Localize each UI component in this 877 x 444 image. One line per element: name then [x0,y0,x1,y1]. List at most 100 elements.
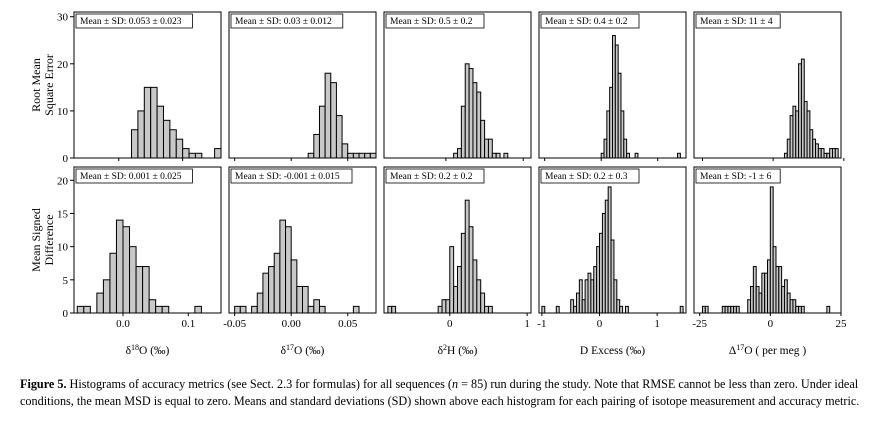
histogram-panel-msd-2: Mean ± SD: -0.001 ± 0.015 -0.05 0.00 0.05 δ1… [223,166,377,357]
histogram-bar [143,86,152,159]
mean-sd-annotation: Mean ± SD: 0.03 ± 0.012 [235,17,332,27]
mean-sd-annotation: Mean ± SD: 11 ± 4 [700,17,773,27]
histogram-panel-msd-1: Mean ± SD: 0.001 ± 0.025 0 5 10 15 20 0.0 0.1 δ1… [57,166,222,357]
histogram-bar [279,219,287,314]
y-tick-label: 20 [57,175,69,187]
histogram-bar [364,152,371,159]
mean-sd-annotation: Mean ± SD: 0.4 ± 0.2 [545,17,628,27]
histogram-bar [76,305,85,314]
histogram-figure: Root MeanSquare Error Mean SignedDifferen… [29,11,848,357]
histogram-panel-msd-3: Mean ± SD: 0.2 ± 0.2 0 1 δ2H (‰) [383,166,532,357]
panel-frame [693,11,842,159]
annotation-box [540,168,640,184]
histogram-bar [109,252,117,314]
annotation-box [695,13,781,29]
histogram-bar [182,148,190,159]
annotation-box [385,13,485,29]
histogram-bar [476,279,482,314]
histogram-bar [96,292,104,314]
histogram-panel-rmse-3: Mean ± SD: 0.5 ± 0.2 [383,11,532,161]
histogram-bar [234,305,241,314]
row-label-line: Difference [42,214,56,265]
histogram-panel-rmse-4: Mean ± SD: 0.4 ± 0.2 [538,11,687,161]
histogram-bar [335,115,343,159]
histogram-bar [484,305,489,314]
histogram-bar [472,259,478,314]
histogram-bar [495,152,501,159]
histogram-bar [624,305,629,314]
x-tick-label: 25 [836,318,848,330]
x-axis-label-main: δ [281,345,286,357]
histogram-bar [468,68,474,159]
histogram-bar [161,305,170,314]
panel-frame [538,11,687,159]
x-axis-label-rest: H (‰) [447,345,478,357]
x-axis-label: δ18O (‰) [126,343,170,357]
x-tick-label: 1 [654,318,660,330]
annotation-box [230,168,353,184]
y-tick-label: 0 [63,308,69,320]
histogram-bar [453,285,459,314]
y-tick-label: 10 [57,242,69,254]
histogram-bar [387,305,393,314]
histogram-bar [302,285,309,314]
histogram-bar [464,199,470,314]
annotation-box [695,168,781,184]
x-axis-label-sup: 17 [286,343,294,352]
histogram-bar [491,152,497,159]
histogram-bar [256,292,264,314]
histogram-bar [290,259,298,314]
histogram-bar [541,305,546,314]
histogram-bar [115,219,124,314]
x-axis-label-main: δ [438,345,443,357]
histogram-bar [453,152,459,159]
histogram-bar [273,252,281,314]
histogram-bar [296,285,304,314]
annotation-box [230,13,344,29]
panel-frame [73,166,222,314]
annotation-box [385,168,485,184]
histogram-bar [634,152,639,159]
caption-n-symbol: n [451,377,459,391]
histogram-bar [194,152,203,159]
histogram-bar [441,299,447,314]
x-tick-label: 0 [597,318,603,330]
histogram-bar [457,266,462,314]
histogram-bar [131,129,139,159]
histogram-bar [480,119,486,159]
histogram-bar [313,133,320,159]
histogram-bar [102,279,111,314]
histogram-bar [307,305,315,314]
histogram-bar [445,299,451,314]
histogram-bar [285,226,292,314]
panel-frame [73,11,222,159]
histogram-bar [457,148,462,159]
histogram-bar [677,152,681,159]
histogram-bar [251,305,258,314]
panel-frame [383,11,532,159]
histogram-bar [619,305,624,314]
histogram-bar [487,305,493,314]
row-label: Root MeanSquare Error [29,54,56,116]
histogram-bar [169,129,177,159]
mean-sd-annotation: Mean ± SD: 0.053 ± 0.023 [80,17,182,27]
histogram-bar [480,292,486,314]
x-tick-label: 0.05 [338,318,358,330]
histogram-bar [503,152,509,159]
histogram-bar [449,246,455,314]
x-axis-label: Δ17O ( per meg ) [729,343,807,357]
x-tick-label: 0.1 [181,318,195,330]
annotation-box [540,13,640,29]
histogram-bar [83,305,91,314]
x-axis-label: δ17O (‰) [281,343,325,357]
histogram-bar [352,305,360,314]
caption-part1: Histograms of accuracy metrics (see Sect… [66,377,452,391]
histogram-bar [324,72,332,159]
histogram-bar [555,305,560,314]
histogram-bar [194,305,202,314]
histogram-bar [307,152,315,159]
mean-sd-annotation: Mean ± SD: -0.001 ± 0.015 [235,172,340,182]
histogram-bar [137,110,145,159]
histogram-bar [341,143,349,159]
figure-caption: Figure 5. Histograms of accuracy metrics… [20,376,860,410]
